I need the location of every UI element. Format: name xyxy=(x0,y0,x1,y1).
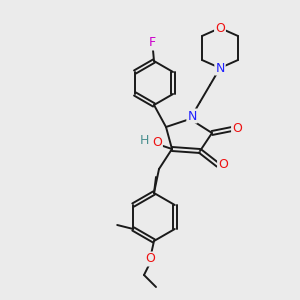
Text: F: F xyxy=(148,37,156,50)
Text: O: O xyxy=(232,122,242,136)
Text: H: H xyxy=(139,134,149,148)
Text: O: O xyxy=(215,22,225,34)
Text: N: N xyxy=(215,61,225,74)
Text: O: O xyxy=(152,136,162,149)
Text: O: O xyxy=(218,158,228,172)
Text: N: N xyxy=(187,110,197,122)
Text: O: O xyxy=(145,253,155,266)
